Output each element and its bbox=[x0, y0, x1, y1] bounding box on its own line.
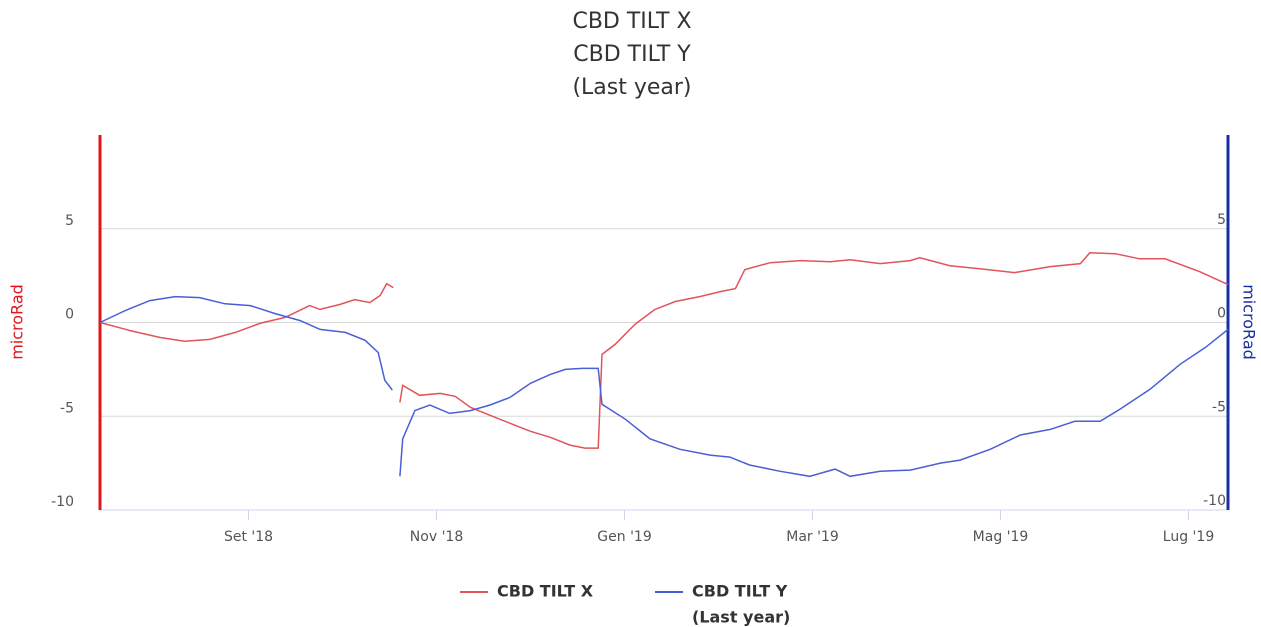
legend-label: (Last year) bbox=[692, 608, 790, 627]
y2-tick-label: -10 bbox=[1203, 493, 1226, 509]
chart-title: CBD TILT Y bbox=[573, 42, 691, 67]
y2-axis-label: microRad bbox=[1240, 284, 1259, 360]
legend-label: CBD TILT Y bbox=[692, 582, 788, 601]
x-tick-label: Nov '18 bbox=[410, 529, 463, 545]
x-tick-label: Gen '19 bbox=[597, 529, 651, 545]
y2-tick-label: 0 bbox=[1217, 306, 1226, 322]
y-tick-label: 0 bbox=[65, 307, 74, 323]
y-tick-label: -5 bbox=[60, 400, 74, 416]
series-line bbox=[99, 252, 1229, 449]
x-tick-label: Mar '19 bbox=[786, 529, 839, 545]
x-tick-label: Set '18 bbox=[224, 529, 273, 545]
x-tick-label: Lug '19 bbox=[1163, 529, 1214, 545]
y-tick-label: -10 bbox=[51, 494, 74, 510]
legend-label: CBD TILT X bbox=[497, 582, 594, 601]
y2-tick-label: 5 bbox=[1217, 212, 1226, 228]
chart-title: CBD TILT X bbox=[572, 9, 691, 34]
y-tick-label: 5 bbox=[65, 213, 74, 229]
x-tick-label: Mag '19 bbox=[973, 529, 1029, 545]
chart-title: (Last year) bbox=[572, 75, 691, 100]
series-line bbox=[99, 295, 1229, 478]
y2-tick-label: -5 bbox=[1212, 399, 1226, 415]
y-axis-label: microRad bbox=[8, 284, 27, 360]
